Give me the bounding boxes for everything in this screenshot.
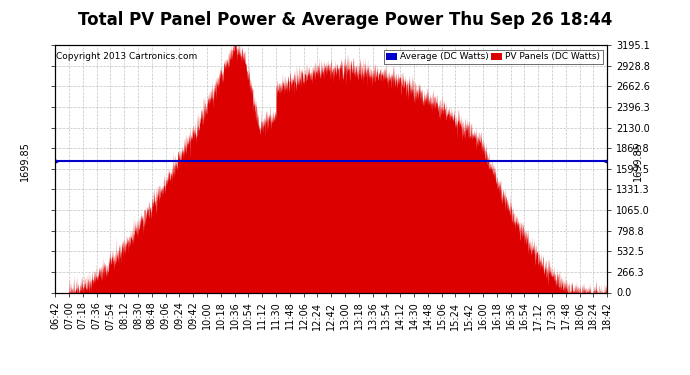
Text: Copyright 2013 Cartronics.com: Copyright 2013 Cartronics.com (57, 53, 197, 62)
Text: Total PV Panel Power & Average Power Thu Sep 26 18:44: Total PV Panel Power & Average Power Thu… (78, 11, 612, 29)
Text: 1699.85: 1699.85 (20, 141, 30, 181)
Legend: Average (DC Watts), PV Panels (DC Watts): Average (DC Watts), PV Panels (DC Watts) (384, 50, 602, 64)
Text: 1699.85: 1699.85 (633, 141, 642, 181)
